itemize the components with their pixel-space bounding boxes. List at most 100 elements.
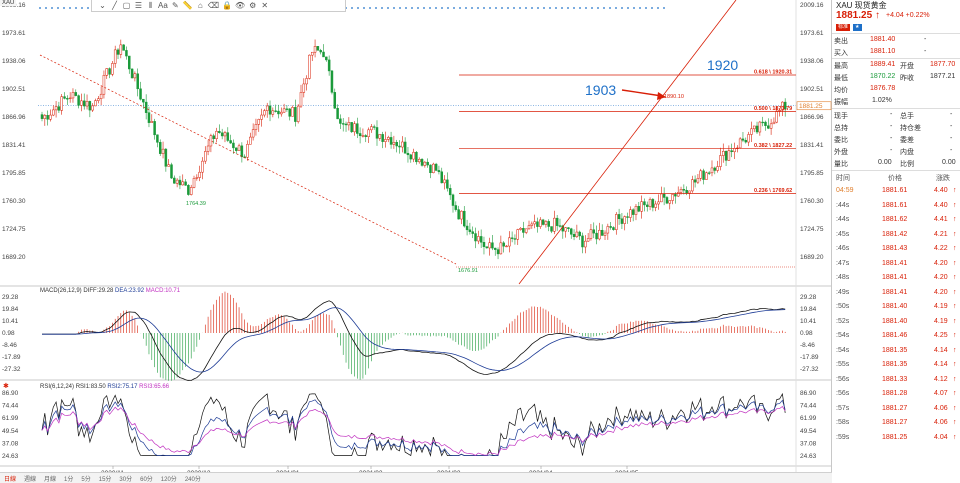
tick-price: 1881.35 [882,361,908,368]
rsi-tick-label: 74.44 [800,403,817,410]
low-prev-row: 最低 1870.22 昨收 1877.21 [834,73,956,82]
annotation-1903: 1903 [585,82,616,98]
candle-body [116,49,120,55]
top-marker-dot [417,7,419,9]
candle-body [423,161,427,166]
tick-time: :46s [836,245,850,252]
up-arrow-icon: ↑ [953,245,957,252]
candle-body [356,123,359,134]
candle-body [609,226,612,228]
fibonacci-tool-icon[interactable]: ☰ [134,1,143,10]
candle-body [502,242,505,247]
top-marker-dot [627,7,629,9]
candle-body [232,142,235,149]
eye-icon[interactable]: 👁 [235,1,246,10]
text-tool-button[interactable]: Aa [158,1,168,10]
rsi-tick-label-left: 86.90 [2,390,19,397]
candle-body [738,138,742,149]
candle-body [539,219,542,227]
candle-body [615,214,618,230]
up-arrow-icon: ↑ [953,259,957,267]
candle-body [175,179,179,184]
top-marker-dot [405,7,407,9]
candle-body [550,226,553,232]
candle-body [637,206,641,212]
period-tab[interactable]: 月線 [44,476,57,483]
tick-time: :57s [836,404,850,412]
top-marker-dot [465,7,467,9]
tick-change: 4.14 [934,346,948,354]
period-tab[interactable]: 週線 [24,476,37,483]
candle-body [313,46,317,53]
candle-body [66,98,69,100]
pencil-icon[interactable]: ✎ [171,1,179,10]
period-tab[interactable]: 1分 [64,476,74,483]
period-tab[interactable]: 日線 [4,476,17,483]
instrument-name: XAU 现货黄金 [836,1,887,10]
top-marker-dot [57,7,59,9]
tick-row: :44s 1881.62 4.41 ↑ [832,215,960,226]
vol-row: 现手 - 总手 - [834,111,953,120]
candle-body [63,96,66,99]
ruler-icon[interactable]: 📏 [182,1,193,10]
top-marker-dot [411,7,413,9]
candle-body [341,123,345,125]
candle-body [178,179,182,186]
macd-tick-label-left: -27.32 [2,366,21,373]
price-tick-label-left: 1760.30 [2,198,26,205]
candle-body [519,228,522,230]
price-tick-label-left: 1938.06 [2,58,26,65]
candle-body [173,177,176,184]
candle-body [544,221,548,225]
candlestick-chart[interactable]: 2009.162009.161973.611973.611938.061938.… [0,0,832,483]
up-arrow-icon: ↑ [953,361,957,368]
candle-body [536,221,539,227]
period-tab[interactable]: 120分 [160,476,177,483]
fib-level-label: 0.500 \ 1873.79 [754,106,792,112]
candle-body [572,234,576,237]
high-open-row: 最高 1889.41 开盘 1877.70 [834,61,956,70]
favorite-star-icon[interactable]: ★ [853,24,862,31]
tick-change: 4.20 [934,274,948,281]
period-tab[interactable]: 240分 [184,476,201,483]
channel-tool-icon[interactable]: ⫴ [148,0,153,10]
macd-tick-label: 10.41 [800,318,817,325]
top-marker-dot [561,7,563,9]
up-arrow-icon: ↑ [953,346,957,354]
period-tab[interactable]: 30分 [119,476,133,483]
tick-price: 1881.27 [882,419,908,426]
gear-icon[interactable]: ⚙ [249,1,257,10]
candle-body [606,226,610,234]
top-marker-dot [663,7,665,9]
close-icon[interactable]: ✕ [261,1,269,10]
period-tab[interactable]: 15分 [98,476,112,483]
rectangle-tool-icon[interactable]: ▢ [122,1,131,10]
standard-button[interactable]: 标准 [836,24,851,31]
high-marker-label: 1890.10 [664,94,684,100]
tick-time: :54s [836,346,850,354]
period-tab[interactable]: 5分 [81,476,91,483]
candle-body [775,110,778,123]
candle-body [485,246,489,249]
fib-level-label: 0.618 \ 1920.31 [754,69,792,75]
line-tool-icon[interactable]: ╱ [112,1,117,10]
price-tick-label-left: 1973.61 [2,30,26,37]
fib-level-label: 0.382 \ 1827.22 [754,143,792,149]
eraser-icon[interactable]: ⌫ [207,1,220,10]
top-marker-dot [483,7,485,9]
candle-body [781,101,784,111]
chart-area[interactable]: 2009.162009.161973.611973.611938.061938.… [0,0,832,483]
top-marker-dot [87,7,89,9]
period-bar: 日線 週線 月線 1分 5分 15分 30分 60分 120分 240分 [0,472,832,483]
chevron-down-icon[interactable]: ⌄ [99,1,106,10]
period-tab[interactable]: 60分 [140,476,153,483]
home-icon[interactable]: ⌂ [197,1,203,10]
candle-body [358,133,362,136]
rsi-tick-label-left: 37.08 [2,440,19,447]
candle-body [49,114,52,120]
candle-body [488,242,491,249]
top-marker-dot [435,7,437,9]
candle-body [280,111,283,115]
tick-price: 1881.61 [882,187,908,194]
lock-icon[interactable]: 🔒 [222,1,233,10]
